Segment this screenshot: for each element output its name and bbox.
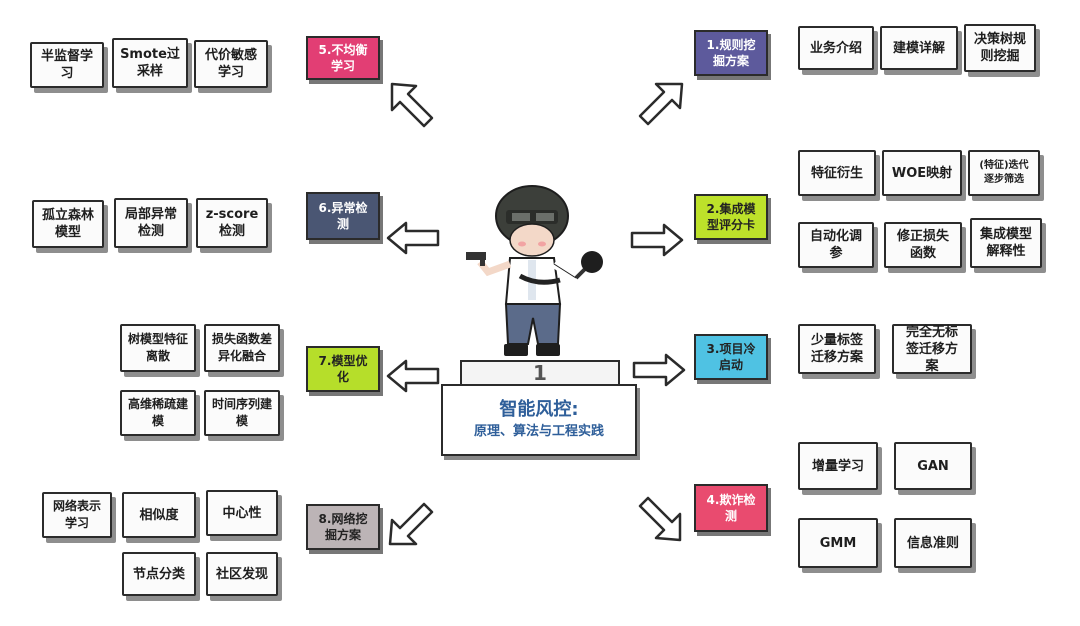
podium: 1 (460, 360, 620, 386)
arrow-down-left-icon (388, 502, 434, 546)
leaf-network-repr: 网络表示学习 (42, 492, 112, 538)
leaf-centrality: 中心性 (206, 490, 278, 536)
leaf-incremental: 增量学习 (798, 442, 878, 490)
central-title: 智能风控: (499, 399, 579, 420)
leaf-info-criterion: 信息准则 (894, 518, 972, 568)
topic-anomaly: 6.异常检测 (306, 192, 380, 240)
leaf-business-intro: 业务介绍 (798, 26, 874, 70)
topic-network: 8.网络挖掘方案 (306, 504, 380, 550)
arrow-up-left-icon (390, 82, 434, 128)
leaf-semi-supervised: 半监督学习 (30, 42, 104, 88)
leaf-woe: WOE映射 (882, 150, 962, 196)
leaf-loss-fusion: 损失函数差异化融合 (204, 324, 280, 372)
leaf-node-classify: 节点分类 (122, 552, 196, 596)
leaf-modeling-detail: 建模详解 (880, 26, 958, 70)
central-subtitle: 原理、算法与工程实践 (473, 424, 604, 439)
topic-imbalance: 5.不均衡学习 (306, 36, 380, 80)
leaf-auto-tune: 自动化调参 (798, 222, 874, 268)
topic-scorecard: 2.集成模型评分卡 (694, 194, 768, 240)
leaf-community: 社区发现 (206, 552, 278, 596)
leaf-high-dim-sparse: 高维稀疏建模 (120, 390, 196, 436)
topic-model-opt: 7.模型优化 (306, 346, 380, 392)
leaf-time-series: 时间序列建模 (204, 390, 280, 436)
topic-fraud: 4.欺诈检测 (694, 484, 768, 532)
arrow-up-right-icon (638, 82, 684, 126)
topic-rule-mining: 1.规则挖掘方案 (694, 30, 768, 76)
leaf-tree-discrete: 树模型特征离散 (120, 324, 196, 372)
soldier-character-illustration (466, 185, 603, 356)
arrow-down-right-icon (638, 496, 682, 542)
leaf-cost-sensitive: 代价敏感学习 (194, 40, 268, 88)
leaf-no-label: 完全无标签迁移方案 (892, 324, 972, 374)
arrow-left-icon (386, 359, 440, 393)
leaf-smote: Smote过采样 (112, 38, 188, 88)
arrow-right-icon (630, 223, 684, 257)
leaf-fix-loss: 修正损失函数 (884, 222, 962, 268)
leaf-interpretability: 集成模型解释性 (970, 218, 1042, 268)
leaf-isolation-forest: 孤立森林模型 (32, 200, 104, 248)
leaf-gmm: GMM (798, 518, 878, 568)
arrow-left-icon (386, 221, 440, 255)
leaf-gan: GAN (894, 442, 972, 490)
central-title-box: 智能风控: 原理、算法与工程实践 (441, 384, 637, 456)
leaf-feature-derive: 特征衍生 (798, 150, 876, 196)
leaf-local-anomaly: 局部异常检测 (114, 198, 188, 248)
leaf-similarity: 相似度 (122, 492, 196, 538)
leaf-decision-tree: 决策树规则挖掘 (964, 24, 1036, 72)
topic-cold-start: 3.项目冷启动 (694, 334, 768, 380)
leaf-stepwise: (特征)迭代逐步筛选 (968, 150, 1040, 196)
leaf-zscore: z-score检测 (196, 198, 268, 248)
leaf-few-label: 少量标签迁移方案 (798, 324, 876, 374)
arrow-right-icon (632, 353, 686, 387)
